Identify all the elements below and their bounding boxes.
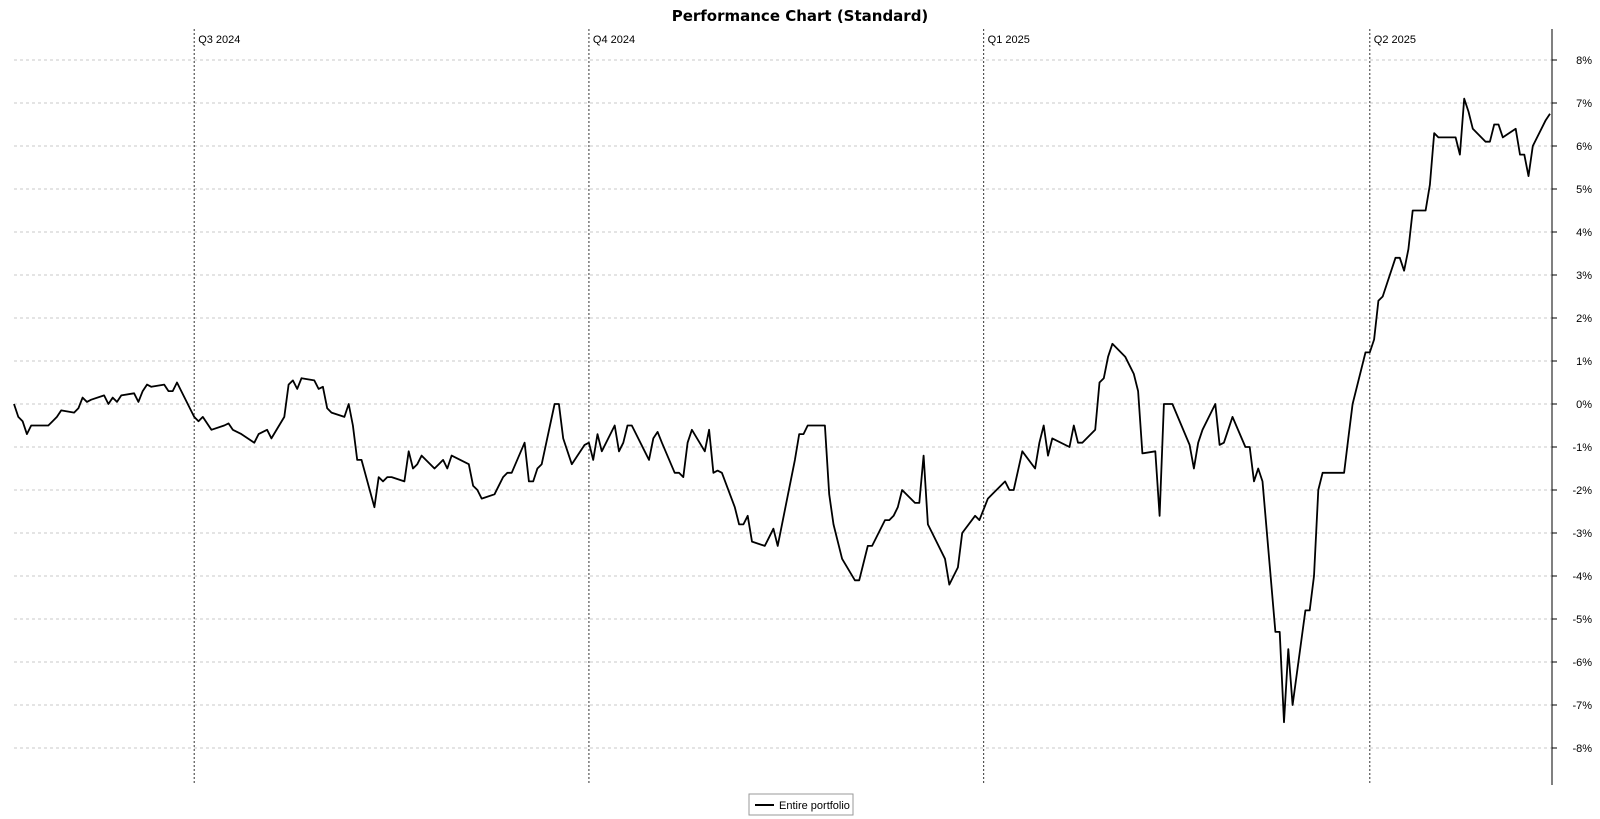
- y-tick-label: 7%: [1576, 98, 1592, 110]
- quarter-marker-label: Q2 2025: [1374, 34, 1416, 46]
- y-axis: 8% 7% 6% 5% 4% 3% 2% 1% 0% -1% -2% -3% -4% -5% -6% -7% -…: [1551, 29, 1592, 785]
- y-tick-label: -4%: [1572, 571, 1592, 583]
- gridlines: [14, 59, 1552, 749]
- y-tick-label: -5%: [1572, 614, 1592, 626]
- y-tick-label: 6%: [1576, 141, 1592, 153]
- legend: Entire portfolio: [748, 793, 854, 816]
- y-tick-label: 5%: [1576, 184, 1592, 196]
- legend-box: [748, 793, 854, 816]
- quarter-marker-label: Q3 2024: [198, 34, 240, 46]
- y-tick-label: 3%: [1576, 270, 1592, 282]
- y-tick-label: -1%: [1572, 442, 1592, 454]
- quarter-marker-label: Q4 2024: [593, 34, 635, 46]
- y-tick-label: 0%: [1576, 399, 1592, 411]
- series-line-entire-portfolio: [13, 97, 1551, 724]
- y-tick-label: -7%: [1572, 700, 1592, 712]
- y-tick-label: 1%: [1576, 356, 1592, 368]
- legend-label-entire-portfolio: Entire portfolio: [779, 800, 850, 812]
- quarter-markers: Q3 2024 Q4 2024 Q1 2025 Q2 2025: [193, 29, 1416, 785]
- y-tick-label: -6%: [1572, 657, 1592, 669]
- series-group: [13, 97, 1551, 724]
- y-tick-label: 8%: [1576, 55, 1592, 67]
- y-tick-label: -3%: [1572, 528, 1592, 540]
- y-tick-label: -8%: [1572, 743, 1592, 755]
- quarter-marker-label: Q1 2025: [988, 34, 1030, 46]
- y-tick-label: 4%: [1576, 227, 1592, 239]
- chart-title: Performance Chart (Standard): [672, 7, 929, 25]
- y-tick-label: -2%: [1572, 485, 1592, 497]
- y-tick-label: 2%: [1576, 313, 1592, 325]
